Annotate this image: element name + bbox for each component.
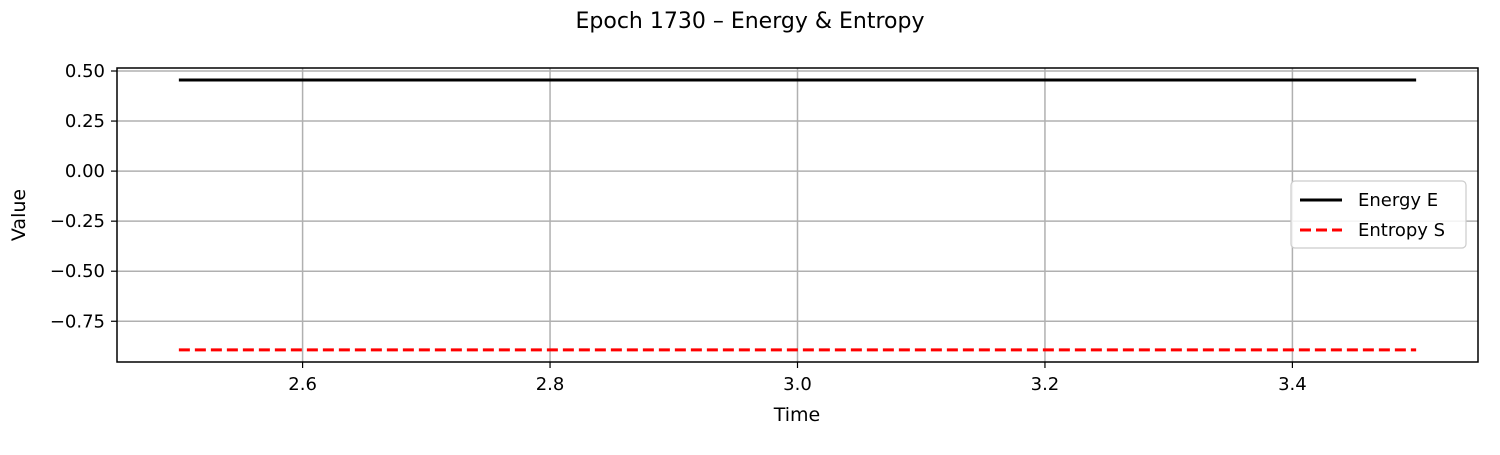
x-tick-label: 3.4: [1278, 374, 1307, 395]
chart-title: Epoch 1730 – Energy & Entropy: [576, 9, 925, 34]
y-axis-label: Value: [8, 189, 30, 241]
y-tick-label: 0.25: [65, 111, 105, 132]
legend-label: Energy E: [1358, 190, 1438, 211]
x-axis-ticks: 2.6 2.8 3.0 3.2 3.4: [288, 362, 1307, 395]
y-tick-label: −0.50: [50, 261, 105, 282]
x-tick-label: 3.0: [783, 374, 812, 395]
x-axis-label: Time: [773, 404, 821, 426]
y-tick-label: −0.75: [50, 311, 105, 332]
x-tick-label: 2.8: [536, 374, 565, 395]
grid: [117, 68, 1478, 362]
x-tick-label: 2.6: [288, 374, 317, 395]
series-layer: [178, 78, 1417, 352]
y-tick-label: 0.50: [65, 61, 105, 82]
legend: Energy E Entropy S: [1290, 180, 1467, 249]
y-axis-ticks: 0.50 0.25 0.00 −0.25 −0.50 −0.75: [50, 61, 117, 332]
y-tick-label: −0.25: [50, 211, 105, 232]
y-tick-label: 0.00: [65, 161, 105, 182]
legend-label: Entropy S: [1358, 220, 1445, 241]
x-tick-label: 3.2: [1031, 374, 1060, 395]
